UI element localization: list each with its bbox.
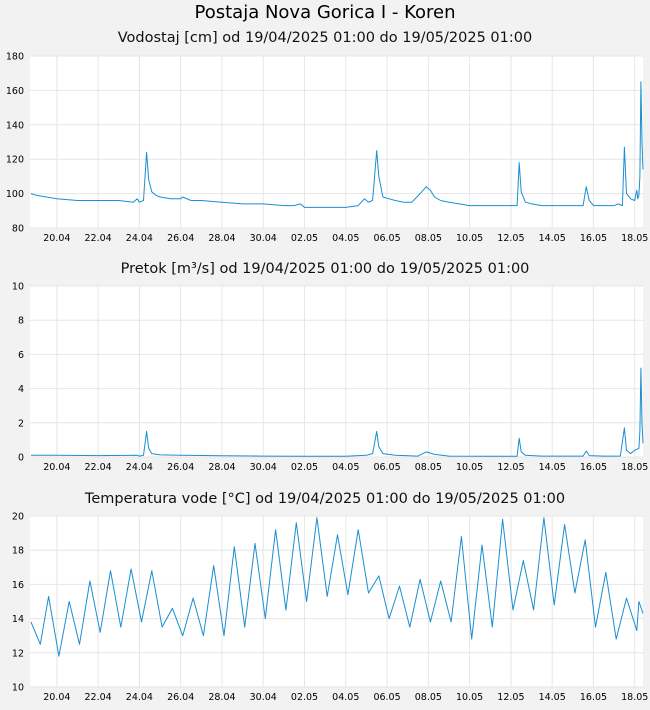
y-tick-label: 180 [6,52,24,63]
x-tick-label: 30.04 [250,462,277,473]
x-tick-label: 26.04 [167,462,194,473]
y-tick-label: 16 [12,580,24,591]
plot-area [30,286,643,457]
x-tick-label: 06.05 [373,692,400,703]
water-level-chart: 80 100 120 140 160 180 20.04 22.04 24.04 26.04 28.… [6,52,648,245]
x-tick-label: 06.05 [373,233,400,244]
x-tick-label: 24.04 [126,692,153,703]
x-tick-label: 22.04 [85,462,112,473]
x-tick-label: 18.05 [621,462,648,473]
x-tick-label: 08.05 [415,692,442,703]
x-tick-label: 30.04 [250,233,277,244]
x-tick-label: 06.05 [373,462,400,473]
series-line [31,367,644,457]
x-tick-label: 16.05 [580,692,607,703]
y-tick-label: 0 [18,453,24,464]
page-title: Postaja Nova Gorica I - Koren [194,2,456,23]
x-tick-label: 18.05 [621,692,648,703]
y-tick-label: 160 [6,86,24,97]
x-tick-label: 28.04 [208,233,235,244]
y-tick-label: 12 [12,648,24,659]
x-tick-label: 22.04 [85,233,112,244]
y-tick-label: 6 [18,350,24,361]
x-tick-label: 10.05 [456,233,483,244]
x-tick-label: 22.04 [85,692,112,703]
x-tick-label: 14.05 [539,233,566,244]
x-tick-label: 12.05 [497,462,524,473]
x-tick-label: 20.04 [43,692,70,703]
chart-panel-discharge: Pretok [m³/s] od 19/04/2025 01:00 do 19/… [12,261,648,474]
y-tick-label: 18 [12,546,24,557]
y-tick-label: 100 [6,189,24,200]
y-tick-label: 10 [12,282,24,293]
discharge-chart: 0 2 4 6 8 10 20.04 22.04 24.04 26.04 28.04 30.04 02.… [12,282,648,474]
x-tick-label: 24.04 [126,233,153,244]
x-tick-label: 10.05 [456,462,483,473]
x-tick-label: 16.05 [580,462,607,473]
y-tick-label: 10 [12,683,24,694]
x-tick-label: 14.05 [539,462,566,473]
plot-area [30,56,643,228]
series-line [30,517,644,657]
x-tick-label: 28.04 [208,462,235,473]
x-tick-label: 04.05 [332,462,359,473]
y-tick-label: 140 [6,120,24,131]
x-tick-label: 08.05 [415,233,442,244]
x-tick-label: 12.05 [497,233,524,244]
x-tick-label: 30.04 [250,692,277,703]
chart-panel-water-level: Vodostaj [cm] od 19/04/2025 01:00 do 19/… [0,0,650,245]
y-tick-label: 20 [12,512,24,523]
x-tick-label: 28.04 [208,692,235,703]
y-tick-label: 8 [18,316,24,327]
y-tick-label: 4 [18,384,24,395]
x-tick-label: 04.05 [332,692,359,703]
x-tick-label: 02.05 [291,462,318,473]
y-tick-label: 2 [18,418,24,429]
y-tick-label: 120 [6,155,24,166]
x-tick-label: 04.05 [332,233,359,244]
x-tick-label: 08.05 [415,462,442,473]
x-tick-label: 20.04 [43,233,70,244]
x-tick-label: 18.05 [621,233,648,244]
y-tick-label: 14 [12,614,24,625]
x-tick-label: 14.05 [539,692,566,703]
series-line [30,81,644,208]
chart-title-water-level: Vodostaj [cm] od 19/04/2025 01:00 do 19/… [117,30,533,46]
x-tick-label: 16.05 [580,233,607,244]
chart-title-temperature: Temperatura vode [°C] od 19/04/2025 01:0… [84,491,566,507]
x-tick-label: 24.04 [126,462,153,473]
x-tick-label: 02.05 [291,692,318,703]
x-tick-label: 26.04 [167,233,194,244]
x-tick-label: 12.05 [497,692,524,703]
x-tick-label: 02.05 [291,233,318,244]
y-tick-label: 80 [12,224,24,235]
x-tick-label: 20.04 [43,462,70,473]
chart-title-discharge: Pretok [m³/s] od 19/04/2025 01:00 do 19/… [120,261,530,277]
x-tick-label: 10.05 [456,692,483,703]
x-tick-label: 26.04 [167,692,194,703]
